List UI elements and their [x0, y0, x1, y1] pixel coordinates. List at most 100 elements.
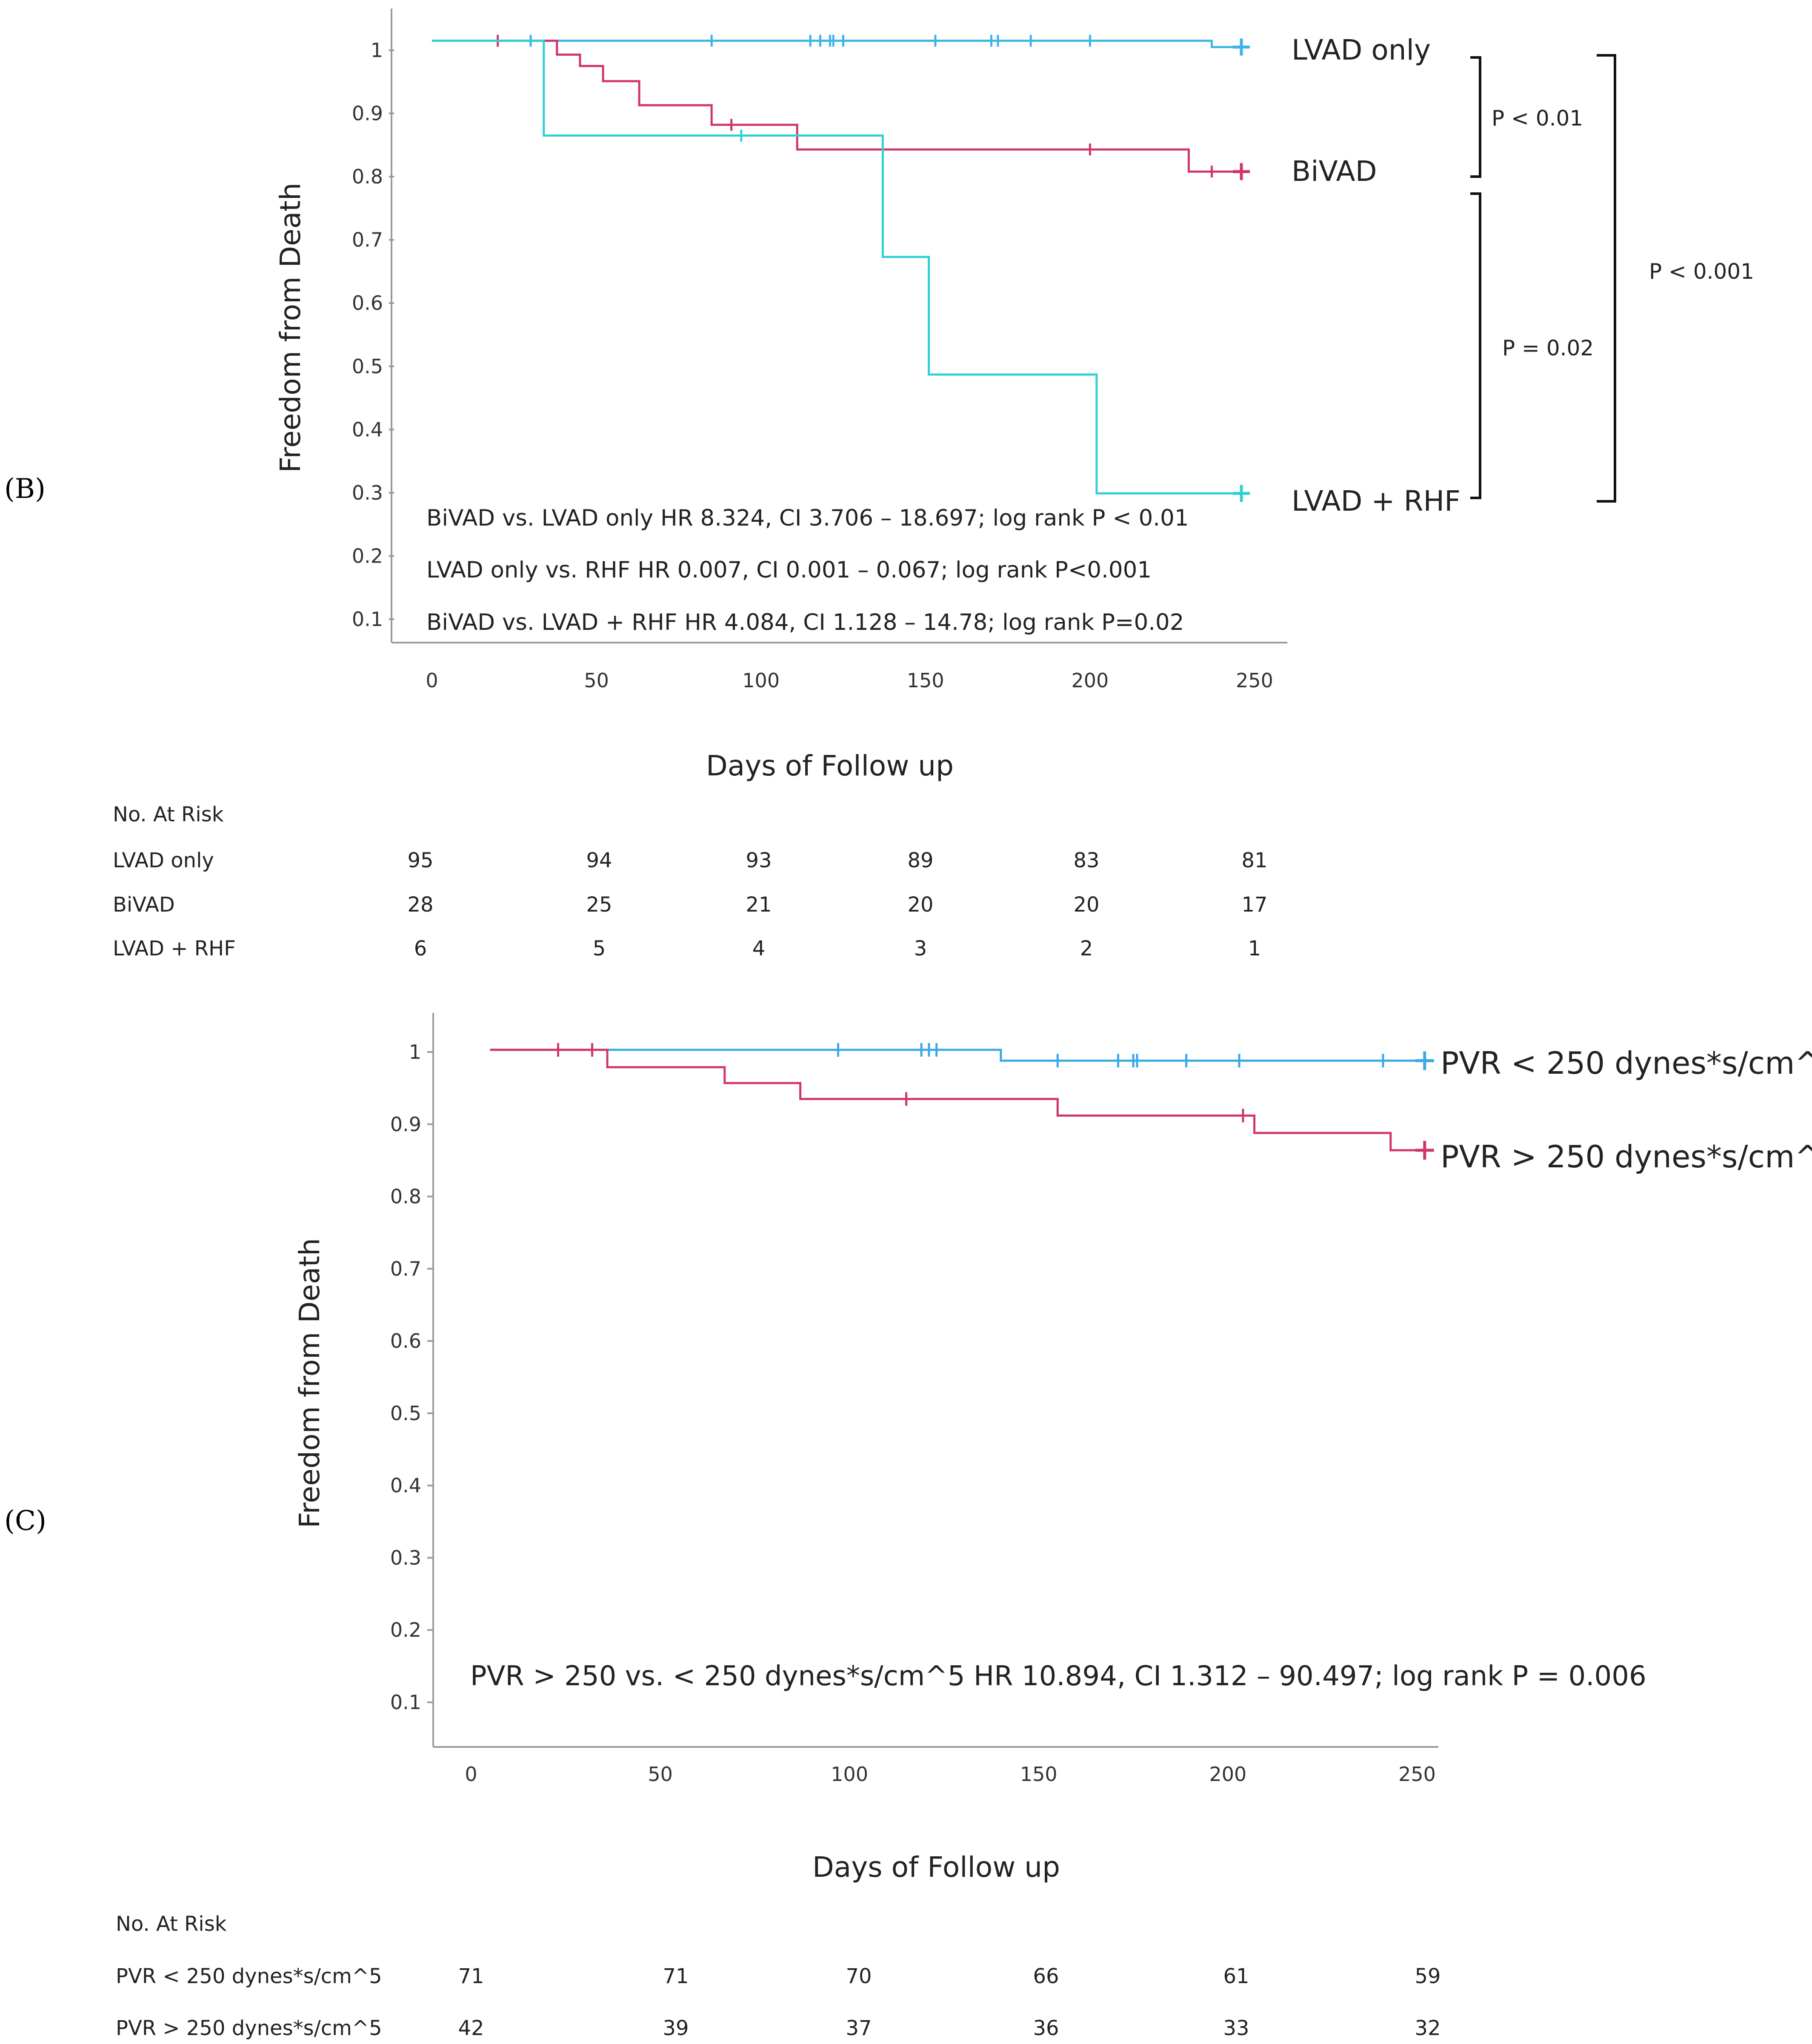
- risk-value: 94: [586, 849, 612, 872]
- risk-value: 93: [746, 849, 772, 872]
- legend-bivad: BiVAD: [1292, 155, 1377, 188]
- risk-value: 37: [846, 2016, 872, 2040]
- risk-value: 66: [1033, 1964, 1059, 1988]
- risk-value: 25: [586, 893, 612, 917]
- risk-value: 32: [1415, 2016, 1440, 2040]
- x-tick-label: 50: [584, 669, 609, 692]
- y-tick-label: 0.3: [390, 1546, 421, 1569]
- x-tick-label: 50: [648, 1763, 673, 1786]
- risk-value: 71: [663, 1964, 689, 1988]
- risk-value: 20: [1073, 893, 1099, 917]
- panel-b-letter: (B): [4, 473, 46, 505]
- risk-value: 28: [407, 893, 433, 917]
- series-line-2: [490, 1049, 1425, 1152]
- panel-c: (C) 1 0.9 0.8 0.7 0.6 0.5 0.4 0.3 0.2 0.1 0 50 100 1…: [4, 1013, 1812, 2040]
- y-tick-label: 0.2: [352, 544, 383, 567]
- bracket-lvad-rhf: [1597, 54, 1616, 503]
- x-tick-label: 150: [1020, 1763, 1057, 1786]
- pvalue-lvad-bivad: P < 0.01: [1492, 106, 1583, 131]
- panel-c-y-ticks: 1 0.9 0.8 0.7 0.6 0.5 0.4 0.3 0.2 0.1: [390, 1041, 432, 1714]
- risk-value: 3: [914, 937, 927, 961]
- risk-value: 36: [1033, 2016, 1059, 2040]
- x-tick-label: 150: [907, 669, 944, 692]
- x-tick-label: 0: [426, 669, 438, 692]
- y-tick-label: 0.6: [352, 292, 383, 314]
- risk-value: 39: [663, 2016, 689, 2040]
- bracket-lvad-bivad: [1470, 56, 1481, 178]
- y-tick-label: 1: [409, 1041, 421, 1063]
- panel-c-risk-values: 71 71 70 66 61 59 42 39 37 36 33 32: [458, 1964, 1440, 2040]
- y-tick-label: 0.5: [352, 355, 383, 378]
- x-tick-label: 100: [742, 669, 780, 692]
- series-line-3: [432, 40, 1242, 495]
- panel-b-x-axis-title: Days of Follow up: [706, 749, 954, 782]
- panel-c-annotation: PVR > 250 vs. < 250 dynes*s/cm^5 HR 10.8…: [470, 1661, 1646, 1692]
- risk-row-label: LVAD only: [113, 849, 214, 872]
- risk-value: 5: [593, 937, 606, 961]
- panel-b-y-axis-title: Freedom from Death: [274, 183, 307, 473]
- y-tick-label: 0.6: [390, 1329, 421, 1352]
- risk-value: 4: [752, 937, 766, 961]
- panel-b-x-ticks: 0 50 100 150 200 250: [426, 669, 1273, 692]
- y-tick-label: 0.4: [390, 1474, 421, 1497]
- panel-b-risk-table: No. At Risk LVAD only BiVAD LVAD + RHF 9…: [113, 803, 1268, 961]
- x-tick-label: 200: [1209, 1763, 1246, 1786]
- y-tick-label: 0.8: [390, 1185, 421, 1208]
- risk-row-label: BiVAD: [113, 893, 175, 917]
- bracket-bivad-rhf: [1470, 192, 1481, 499]
- risk-value: 71: [458, 1964, 484, 1988]
- y-tick-label: 0.7: [390, 1257, 421, 1280]
- x-tick-label: 0: [465, 1763, 477, 1786]
- panel-c-y-axis-title: Freedom from Death: [293, 1238, 326, 1528]
- x-tick-label: 200: [1071, 669, 1109, 692]
- risk-table-title: No. At Risk: [113, 803, 224, 826]
- panel-c-letter: (C): [4, 1505, 46, 1537]
- series-line-1: [432, 40, 1242, 49]
- y-tick-label: 0.1: [352, 608, 383, 631]
- panel-b-annotation-2: LVAD only vs. RHF HR 0.007, CI 0.001 – 0…: [426, 557, 1152, 583]
- panel-c-risk-table: No. At Risk PVR < 250 dynes*s/cm^5 PVR >…: [116, 1912, 1441, 2040]
- risk-row-label: LVAD + RHF: [113, 937, 236, 961]
- risk-value: 95: [407, 849, 433, 872]
- risk-row-label: PVR < 250 dynes*s/cm^5: [116, 1964, 382, 1988]
- x-tick-label: 250: [1398, 1763, 1436, 1786]
- risk-value: 89: [907, 849, 933, 872]
- risk-value: 2: [1080, 937, 1093, 961]
- y-tick-label: 0.5: [390, 1402, 421, 1425]
- panel-c-x-ticks: 0 50 100 150 200 250: [465, 1763, 1436, 1786]
- risk-value: 1: [1248, 937, 1261, 961]
- x-tick-label: 100: [831, 1763, 868, 1786]
- risk-value: 61: [1223, 1964, 1249, 1988]
- risk-value: 42: [458, 2016, 484, 2040]
- risk-value: 17: [1241, 893, 1267, 917]
- risk-value: 70: [846, 1964, 872, 1988]
- panel-b-series: [432, 34, 1250, 502]
- panel-b-annotation-1: BiVAD vs. LVAD only HR 8.324, CI 3.706 –…: [426, 505, 1189, 531]
- x-tick-label: 250: [1236, 669, 1273, 692]
- panel-b-annotation-3: BiVAD vs. LVAD + RHF HR 4.084, CI 1.128 …: [426, 609, 1184, 635]
- legend-pvr-low: PVR < 250 dynes*s/cm^5: [1440, 1045, 1812, 1081]
- y-tick-label: 0.4: [352, 418, 383, 441]
- risk-value: 81: [1241, 849, 1267, 872]
- y-tick-label: 0.1: [390, 1691, 421, 1714]
- y-tick-label: 1: [371, 39, 383, 62]
- pvalue-bivad-rhf: P = 0.02: [1502, 336, 1594, 360]
- risk-value: 83: [1073, 849, 1099, 872]
- y-tick-label: 0.2: [390, 1618, 421, 1641]
- series-line-1: [490, 1049, 1425, 1062]
- y-tick-label: 0.8: [352, 165, 383, 188]
- risk-value: 59: [1415, 1964, 1440, 1988]
- series-line-2: [497, 40, 1242, 173]
- pvalue-lvad-rhf: P < 0.001: [1649, 259, 1754, 284]
- risk-value: 33: [1223, 2016, 1249, 2040]
- y-tick-label: 0.3: [352, 481, 383, 504]
- legend-lvad-only: LVAD only: [1292, 34, 1431, 66]
- panel-c-x-axis-title: Days of Follow up: [812, 1851, 1060, 1884]
- risk-value: 20: [907, 893, 933, 917]
- panel-b-y-ticks: 1 0.9 0.8 0.7 0.6 0.5 0.4 0.3 0.2 0.1: [352, 39, 394, 631]
- y-tick-label: 0.9: [390, 1113, 421, 1136]
- risk-value: 21: [746, 893, 772, 917]
- legend-lvad-rhf: LVAD + RHF: [1292, 485, 1460, 517]
